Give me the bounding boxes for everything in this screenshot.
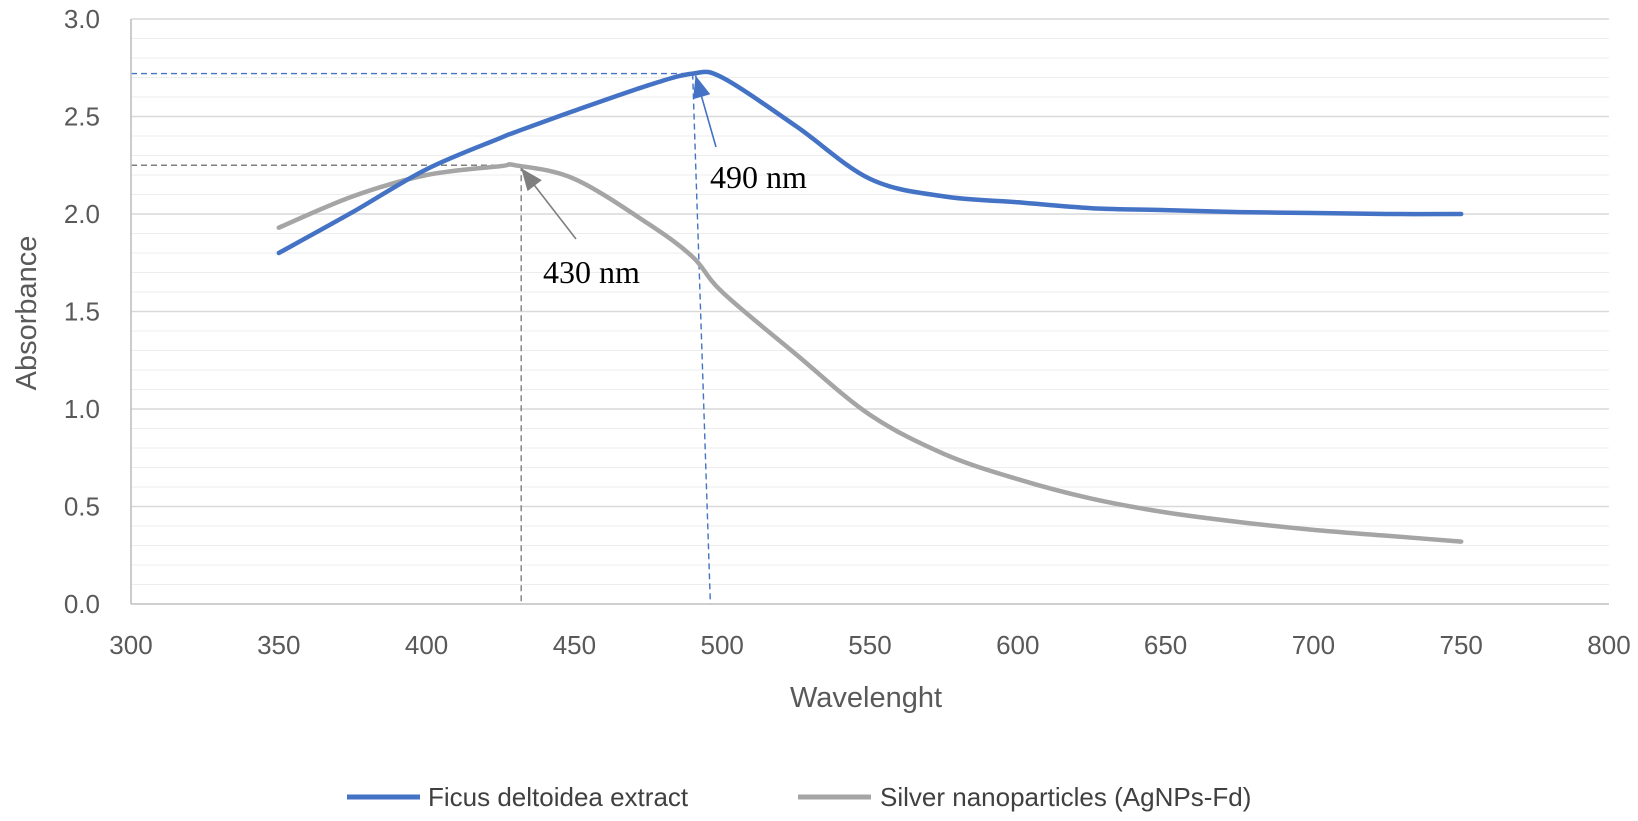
x-tick-label: 450 <box>553 630 596 660</box>
y-tick-label: 2.5 <box>64 102 100 132</box>
peak-guide-lines <box>131 72 712 605</box>
series-line-1 <box>276 161 1464 544</box>
annotation-arrowhead-0 <box>692 75 711 100</box>
legend-label-ficus: Ficus deltoidea extract <box>428 782 689 812</box>
y-tick-label: 1.0 <box>64 394 100 424</box>
y-axis-title: Absorbance <box>11 236 43 391</box>
x-tick-label: 700 <box>1292 630 1335 660</box>
y-tick-label: 3.0 <box>64 4 100 34</box>
gridlines <box>131 18 1609 585</box>
x-tick-label: 400 <box>405 630 448 660</box>
x-tick-label: 350 <box>257 630 300 660</box>
peak-vline-0 <box>691 73 712 605</box>
legend-label-silver: Silver nanoparticles (AgNPs-Fd) <box>880 782 1251 812</box>
annotation-label-0: 490 nm <box>710 159 807 195</box>
y-tick-label: 0.5 <box>64 492 100 522</box>
y-tick-label: 1.5 <box>64 297 100 327</box>
axes <box>130 19 1609 605</box>
annotation-label-1: 430 nm <box>543 254 640 290</box>
x-tick-label: 750 <box>1440 630 1483 660</box>
x-tick-label: 650 <box>1144 630 1187 660</box>
peak-annotations: 490 nm 430 nm <box>520 75 807 290</box>
x-tick-label: 600 <box>996 630 1039 660</box>
series-line-0 <box>276 69 1464 256</box>
legend: Ficus deltoidea extract Silver nanoparti… <box>347 782 1251 812</box>
y-tick-label: 0.0 <box>64 589 100 619</box>
x-tick-label: 500 <box>701 630 744 660</box>
x-axis-title: Wavelenght <box>790 682 942 714</box>
x-tick-label: 300 <box>109 630 152 660</box>
annotation-arrowhead-1 <box>521 168 542 192</box>
tick-labels: 300 350 400 450 500 550 600 650 700 750 800 0.0 0.5 1… <box>64 4 1631 660</box>
x-tick-label: 800 <box>1587 630 1630 660</box>
series-lines <box>276 69 1464 544</box>
x-tick-label: 550 <box>848 630 891 660</box>
y-tick-label: 2.0 <box>64 199 100 229</box>
